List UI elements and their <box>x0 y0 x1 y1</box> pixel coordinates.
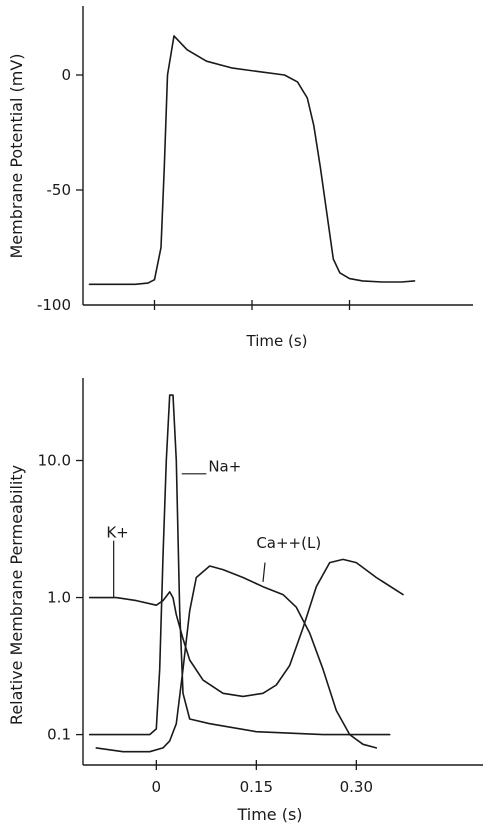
top-ytick-label: 0 <box>61 66 71 84</box>
bottom-xtick-label: 0 <box>152 778 162 796</box>
annotation-label: K+ <box>106 523 128 541</box>
top-x-axis-label: Time (s) <box>246 332 308 350</box>
bottom-ytick-label: 0.1 <box>47 726 71 744</box>
annotation-label: Ca++(L) <box>256 534 321 552</box>
bottom-line-na <box>88 394 391 736</box>
membrane-potential-panel: 0 -50 -100 Membrane Potential (mV) Time (s… <box>7 6 473 350</box>
top-ytick-label: -100 <box>37 296 71 314</box>
bottom-xtick-label: 0.30 <box>340 778 373 796</box>
top-y-axis-label: Membrane Potential (mV) <box>7 53 26 258</box>
annotation-label: Na+ <box>208 458 241 476</box>
bottom-y-axis-label: Relative Membrane Permeability <box>7 465 26 725</box>
top-ytick-label: -50 <box>47 181 72 199</box>
annotation-leader <box>262 562 266 582</box>
bottom-ytick-label: 1.0 <box>47 589 71 607</box>
bottom-line-k <box>88 558 404 698</box>
bottom-x-axis-label: Time (s) <box>236 805 302 824</box>
relative-permeability-panel: 10.0 1.0 0.1 0 0.15 0.30 K+ Na+ Ca++(L) Relati… <box>7 378 483 824</box>
bottom-xtick-label: 0.15 <box>240 778 273 796</box>
bottom-line-cal <box>95 565 378 753</box>
top-line-series-0 <box>88 35 416 286</box>
bottom-ytick-label: 10.0 <box>38 452 71 470</box>
